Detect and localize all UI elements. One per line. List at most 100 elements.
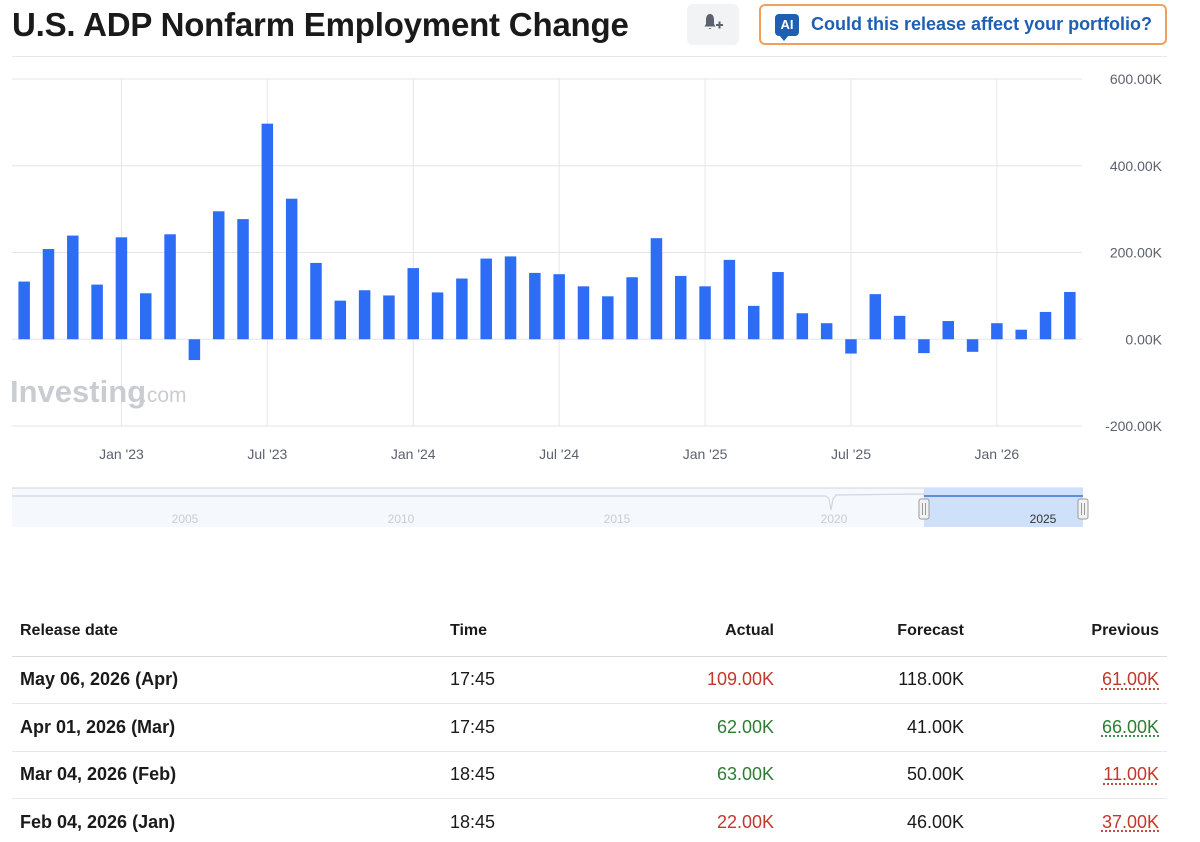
bar: Feb '26: 22K <box>1015 329 1027 340</box>
table-row: Mar 04, 2026 (Feb) 18:45 63.00K 50.00K 1… <box>12 751 1167 799</box>
watermark-brand: Investing <box>10 374 146 409</box>
bar: Dec '24: 146K <box>675 275 687 340</box>
bar: Sep '22: 133K <box>18 281 30 340</box>
bar: Sep '24: 99K <box>602 296 614 340</box>
release-history-table: Release date Time Actual Forecast Previo… <box>12 606 1167 842</box>
bar: Jan '26: 37K <box>991 323 1003 340</box>
bar: Nov '22: 239K <box>67 235 79 340</box>
navigator-label-2025: 2025 <box>1030 512 1057 526</box>
previous-value[interactable]: 66.00K <box>1101 716 1159 737</box>
bar-chart: Investing .com Sep '22: 133K Oct '22: 208… <box>10 71 1163 462</box>
x-tick-label: Jul '25 <box>831 446 871 462</box>
release-date: Apr 01, 2026 (Mar) <box>12 703 442 752</box>
bar: Dec '22: 126K <box>91 284 103 340</box>
previous-value[interactable]: 61.00K <box>1101 669 1159 690</box>
add-alert-button[interactable] <box>687 4 739 45</box>
table-row: Apr 01, 2026 (Mar) 17:45 62.00K 41.00K 6… <box>12 703 1167 752</box>
previous-value[interactable]: 11.00K <box>1103 764 1159 785</box>
actual-value: 22.00K <box>592 798 782 842</box>
bar: Nov '23: 113K <box>358 290 371 340</box>
bar: Apr '25: 155K <box>772 272 784 340</box>
bar: Dec '23: 101K <box>383 295 395 340</box>
x-tick-label: Jan '26 <box>975 446 1020 462</box>
y-tick-label: 400.00K <box>1110 158 1163 174</box>
y-tick-label: -200.00K <box>1105 418 1162 434</box>
x-tick-label: Jan '25 <box>683 446 728 462</box>
bar: Feb '23: 106K <box>140 293 152 340</box>
x-tick-label: Jul '23 <box>247 446 287 462</box>
ai-button-label: Could this release affect your portfolio… <box>811 14 1153 34</box>
table-row: May 06, 2026 (Apr) 17:45 109.00K 118.00K… <box>12 656 1167 704</box>
bar: Sep '25: 54K <box>893 315 906 340</box>
col-release-date: Release date <box>12 606 442 657</box>
ai-portfolio-button[interactable]: AI Could this release affect your portfo… <box>759 4 1167 45</box>
bar: May '24: 191K <box>504 256 517 340</box>
bell-plus-icon <box>702 11 724 38</box>
bar: Jan '25: 122K <box>699 286 711 340</box>
bar: Nov '24: 233K <box>650 238 663 340</box>
bar: Sep '23: 176K <box>310 262 322 340</box>
actual-value: 63.00K <box>592 751 782 799</box>
watermark: Investing .com <box>10 374 187 409</box>
y-tick-label: 200.00K <box>1110 245 1163 261</box>
previous-value[interactable]: 37.00K <box>1101 811 1159 832</box>
col-previous: Previous <box>972 606 1167 657</box>
page-title: U.S. ADP Nonfarm Employment Change <box>12 6 629 43</box>
bar: Aug '24: 122K <box>577 286 590 340</box>
navigator-right-handle[interactable] <box>1077 498 1089 520</box>
navigator-label-2010: 2010 <box>388 512 415 526</box>
table-header-row: Release date Time Actual Forecast Previo… <box>12 606 1167 657</box>
navigator-left-handle[interactable] <box>918 498 930 520</box>
bar: Jun '24: 153K <box>529 272 541 340</box>
forecast-value: 50.00K <box>782 751 972 799</box>
bar: Jun '25: 37K <box>820 323 833 340</box>
y-tick-label: 600.00K <box>1110 71 1163 87</box>
forecast-value: 118.00K <box>782 656 972 704</box>
navigator-label-2020: 2020 <box>821 512 848 526</box>
release-date: May 06, 2026 (Apr) <box>12 656 442 704</box>
bar: Feb '24: 108K <box>431 292 444 340</box>
release-time: 17:45 <box>442 703 592 752</box>
forecast-value: 41.00K <box>782 703 972 752</box>
release-time: 18:45 <box>442 798 592 842</box>
bar: Aug '25: 104K <box>869 294 882 340</box>
bar: Jul '24: 150K <box>553 274 565 340</box>
bar: Jul '25: -33K <box>845 339 857 354</box>
bar: Jun '23: 277K <box>237 219 249 340</box>
bar: Aug '23: 324K <box>285 198 298 340</box>
bar: Feb '25: 183K <box>723 259 736 340</box>
col-forecast: Forecast <box>782 606 972 657</box>
actual-value: 62.00K <box>592 703 782 752</box>
bar: Apr '24: 186K <box>480 258 492 340</box>
table-row: Feb 04, 2026 (Jan) 18:45 22.00K 46.00K 3… <box>12 798 1167 842</box>
actual-value: 109.00K <box>592 656 782 704</box>
bar: May '23: 295K <box>212 211 225 340</box>
x-tick-label: Jul '24 <box>539 446 579 462</box>
bar: Apr '26: 109K <box>1064 291 1076 340</box>
bar: Oct '25: -32K <box>918 339 930 354</box>
bar: Mar '23: 242K <box>164 234 176 340</box>
bar: Mar '26: 63K <box>1039 311 1052 340</box>
bar: Oct '23: 89K <box>334 300 347 340</box>
bar: Oct '24: 143K <box>626 277 638 340</box>
range-navigator[interactable]: 2005 2010 2015 2020 2025 <box>0 485 1200 530</box>
bar: Jan '24: 164K <box>407 268 419 340</box>
navigator-series-line <box>12 493 1083 511</box>
y-tick-label: 0.00K <box>1125 331 1162 347</box>
navigator-label-2005: 2005 <box>172 512 199 526</box>
release-time: 18:45 <box>442 751 592 799</box>
navigator-label-2015: 2015 <box>604 512 631 526</box>
bar: Dec '25: -29K <box>966 339 979 352</box>
bar: May '25: 60K <box>796 313 809 340</box>
navigator-selected-range[interactable] <box>924 488 1083 527</box>
bar: Mar '25: 77K <box>747 305 760 340</box>
bar: Oct '22: 208K <box>42 249 55 340</box>
col-time: Time <box>442 606 592 657</box>
col-actual: Actual <box>592 606 782 657</box>
ai-chat-icon: AI <box>775 13 799 41</box>
x-tick-label: Jan '23 <box>99 446 144 462</box>
release-date: Mar 04, 2026 (Feb) <box>12 751 442 799</box>
bar: Jan '23: 235K <box>115 237 128 340</box>
bar: Jul '23: 497K <box>261 123 274 340</box>
bar: Apr '23: -48K <box>188 339 201 361</box>
